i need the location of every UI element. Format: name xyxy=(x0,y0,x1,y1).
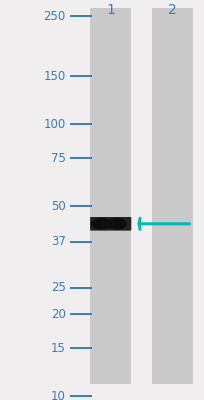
Text: 37: 37 xyxy=(50,235,65,248)
Ellipse shape xyxy=(91,218,111,230)
Text: 15: 15 xyxy=(50,342,65,355)
Bar xyxy=(90,8,131,384)
Text: 10: 10 xyxy=(50,390,65,400)
Text: 20: 20 xyxy=(50,308,65,321)
Text: 25: 25 xyxy=(50,281,65,294)
FancyBboxPatch shape xyxy=(90,217,131,231)
Text: 50: 50 xyxy=(51,200,65,212)
Text: 250: 250 xyxy=(43,10,65,22)
Text: 2: 2 xyxy=(167,3,176,17)
Ellipse shape xyxy=(106,218,126,230)
Text: 150: 150 xyxy=(43,70,65,83)
Text: 100: 100 xyxy=(43,118,65,131)
Text: 75: 75 xyxy=(50,152,65,165)
Text: 1: 1 xyxy=(106,3,115,17)
Bar xyxy=(151,8,192,384)
